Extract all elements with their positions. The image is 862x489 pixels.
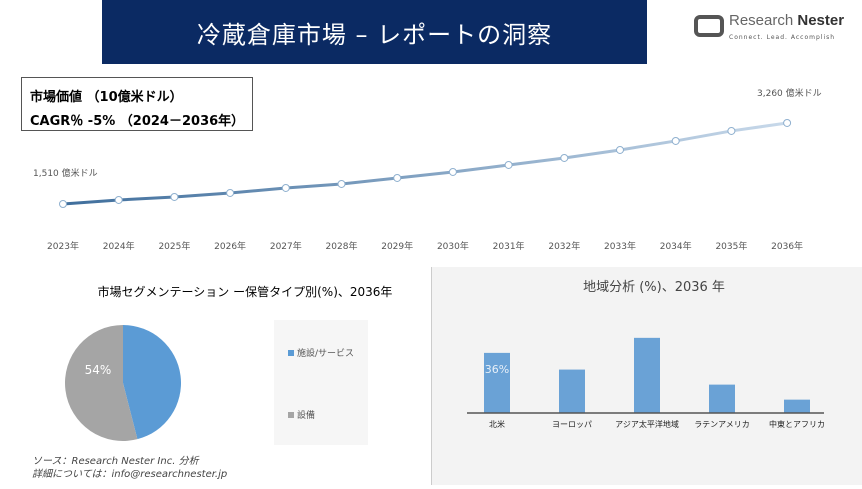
pie-data-label: 54% [85, 363, 112, 377]
bar-chart-title: 地域分析 (%)、2036 年 [583, 280, 725, 295]
bar-category-label: 中東とアフリカ [769, 419, 825, 429]
data-point [616, 145, 624, 154]
pie-chart: 54% [65, 325, 181, 441]
x-tick-label: 2036年 [771, 240, 803, 252]
bar [484, 352, 510, 413]
data-point [393, 173, 402, 182]
legend-swatch [288, 350, 294, 356]
source-note: ソース：Research Nester Inc. 分析 詳細については：info… [32, 455, 227, 481]
bar-category-label: アジア太平洋地域 [615, 419, 679, 429]
legend-label: 設備 [297, 411, 316, 421]
data-point [114, 195, 123, 204]
x-tick-label: 2033年 [604, 240, 636, 252]
x-tick-label: 2028年 [326, 240, 358, 252]
bar-data-label: 36% [485, 363, 509, 376]
x-tick-label: 2024年 [103, 240, 135, 252]
pie-slice [123, 325, 181, 440]
market-line-chart: 1,510 億米ドル 3,260 億米ドル 2023年 2024年 2025年 202… [33, 87, 822, 252]
data-point [671, 136, 680, 145]
report-title: 冷蔵倉庫市場 – レポートの洞察 [196, 20, 553, 49]
regional-bar-chart: 地域分析 (%)、2036 年 北米 36% ヨーロッパ アジア太平洋地域 ラテンアメリ… [467, 280, 825, 429]
data-point [337, 179, 346, 188]
logo-name: Research Nester [729, 12, 845, 29]
logo-tagline: Connect. Lead. Accomplish [729, 34, 836, 41]
data-point [504, 160, 513, 169]
x-tick-label: 2023年 [47, 240, 79, 252]
x-tick-label: 2026年 [214, 240, 246, 252]
data-point [783, 118, 792, 127]
bar [559, 369, 585, 413]
x-tick-label: 2031年 [493, 240, 525, 252]
bar [634, 337, 660, 413]
regional-panel: 地域分析 (%)、2036 年 北米 36% ヨーロッパ アジア太平洋地域 ラテンアメリ… [431, 267, 862, 485]
end-value-label: 3,260 億米ドル [757, 87, 822, 99]
market-value-label: 市場価値 （10億米ドル） [30, 90, 183, 105]
data-point [59, 200, 67, 208]
pie-slice [65, 325, 138, 441]
bar [784, 399, 810, 413]
x-tick-label: 2034年 [660, 240, 692, 252]
x-tick-label: 2032年 [548, 240, 580, 252]
data-point [560, 153, 569, 162]
legend-item-equipment: 設備 [288, 408, 315, 421]
cagr-label: CAGR％ -5% （2024－2036年） [30, 114, 245, 129]
pie-chart-title: 市場セグメンテーション ー保管タイプ別(%)、2036年 [97, 285, 393, 299]
x-tick-label: 2030年 [437, 240, 469, 252]
logo-icon [694, 15, 724, 37]
data-point [170, 192, 179, 201]
start-value-label: 1,510 億米ドル [33, 167, 98, 179]
contact-text: 詳細については：info@researchnester.jp [32, 469, 228, 480]
legend-item-facility: 施設/サービス [288, 346, 354, 359]
x-tick-label: 2035年 [715, 240, 747, 252]
series-line [62, 121, 788, 206]
bar-category-label: ヨーロッパ [552, 420, 592, 429]
bar-category-label: 北米 [489, 419, 505, 429]
x-tick-label: 2029年 [381, 240, 413, 252]
bar [709, 384, 735, 413]
research-nester-logo: Research Nester Connect. Lead. Accomplis… [694, 12, 862, 52]
data-point [281, 183, 290, 192]
data-point [226, 188, 235, 197]
legend-swatch [288, 412, 294, 418]
bar-category-label: ラテンアメリカ [694, 420, 750, 429]
data-point [448, 167, 457, 176]
pie-legend: 施設/サービス 設備 [274, 320, 368, 445]
x-tick-label: 2027年 [270, 240, 302, 252]
legend-label: 施設/サービス [297, 349, 355, 359]
x-tick-label: 2025年 [158, 240, 190, 252]
market-info-box: 市場価値 （10億米ドル） CAGR％ -5% （2024－2036年） [21, 77, 253, 131]
data-point [727, 126, 736, 135]
source-text: ソース：Research Nester Inc. 分析 [32, 456, 199, 467]
report-title-banner: 冷蔵倉庫市場 – レポートの洞察 [102, 0, 647, 64]
